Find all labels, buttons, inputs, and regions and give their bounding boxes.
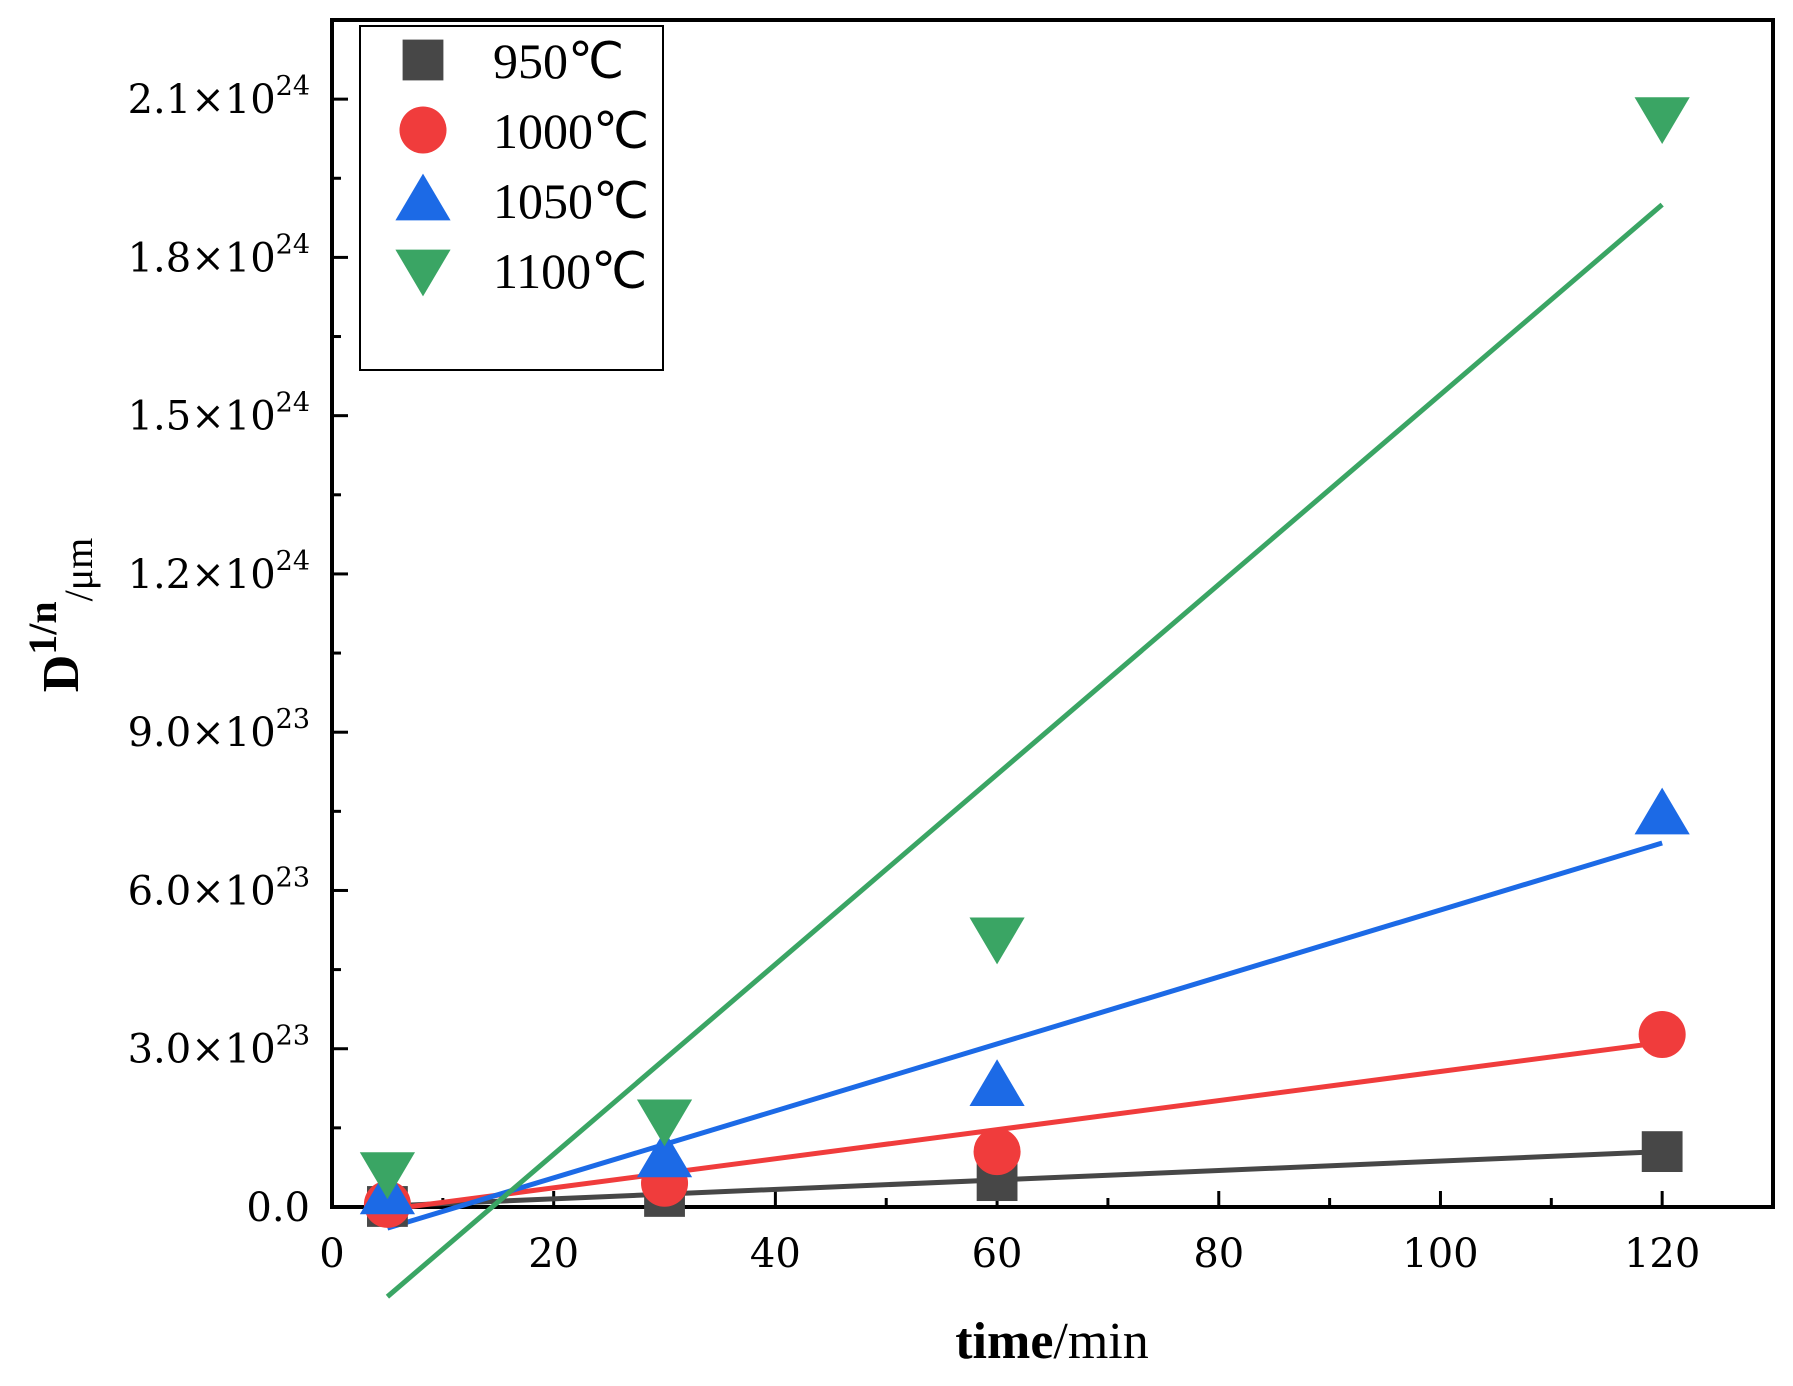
x-axis-title: time/min (955, 1313, 1149, 1370)
series-3-point (636, 1130, 693, 1178)
series-1-legend-marker (402, 39, 444, 81)
series-4-point (1634, 97, 1690, 144)
x-axis-title-unit: /min (1053, 1313, 1148, 1370)
y-axis-title-sub: /μm (56, 538, 101, 602)
y-tick-label: 1.2×1024 (128, 546, 310, 598)
x-tick-label: 120 (1624, 1231, 1700, 1277)
x-tick-label: 80 (1193, 1231, 1244, 1277)
y-tick-label: 2.1×1024 (128, 71, 310, 123)
y-tick-label: 1.5×1024 (128, 388, 310, 440)
series-2-legend-label: 1000℃ (493, 103, 649, 159)
series-2-point (1638, 1010, 1686, 1059)
x-tick-label: 0 (319, 1231, 344, 1277)
x-tick-label: 60 (972, 1231, 1023, 1277)
y-tick-label: 1.8×1024 (128, 229, 310, 281)
series-2-legend-marker (399, 106, 447, 154)
series-4-legend-label: 1100℃ (493, 243, 647, 299)
y-axis-title: D1/n/μm (20, 538, 101, 693)
y-axis-title-main: D (33, 655, 90, 693)
x-axis-title-bold: time (955, 1313, 1053, 1370)
series-1-fit-line (387, 1149, 1663, 1209)
x-tick-label: 40 (750, 1231, 801, 1277)
series-2-point (973, 1128, 1021, 1176)
y-tick-label: 6.0×1023 (128, 862, 310, 914)
axis-ticks: 0 20 40 60 80 100 120 0.0 3.0×1023 6.0×1023 9.0×10… (128, 18, 1700, 1277)
series-4-point (969, 917, 1025, 965)
series-3-point (1634, 787, 1690, 835)
y-tick-label: 9.0×1023 (128, 704, 310, 756)
data-markers (359, 97, 1690, 1228)
series-3-fit-line (386, 840, 1663, 1231)
plot-frame (330, 18, 1775, 1209)
y-axis-title-sup: 1/n (20, 601, 65, 654)
y-tick-label: 0.0 (246, 1185, 310, 1231)
series-4-point (636, 1099, 693, 1147)
series-3-legend-marker (395, 173, 451, 221)
series-3-legend-label: 1050℃ (493, 173, 649, 229)
series-4-point (359, 1152, 416, 1200)
series-4-fit-line (385, 202, 1664, 1299)
fit-lines (385, 202, 1664, 1299)
series-4-legend-marker (395, 249, 451, 297)
series-1-legend-label: 950℃ (493, 33, 624, 89)
series-3-point (969, 1059, 1025, 1107)
legend: 950℃ 1000℃ 1050℃ 1100℃ (359, 25, 664, 371)
y-tick-label: 3.0×1023 (128, 1021, 310, 1073)
x-tick-label: 100 (1402, 1231, 1478, 1277)
series-1-point (1641, 1131, 1683, 1173)
x-tick-label: 20 (528, 1231, 579, 1277)
series-2-fit-line (387, 1039, 1663, 1213)
